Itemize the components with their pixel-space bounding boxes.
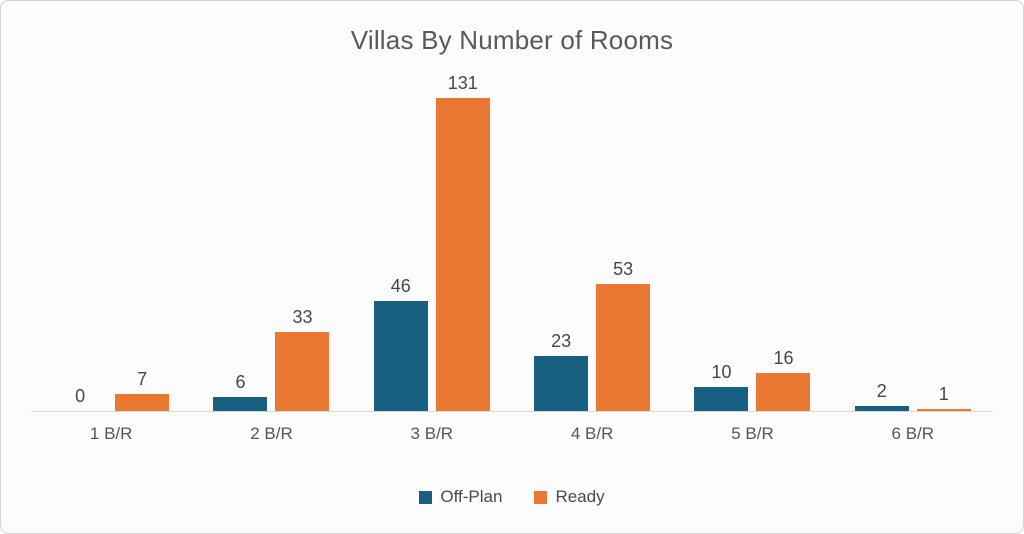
value-label: 7 [137,369,148,389]
value-label: 6 [235,372,246,392]
bar-ready [115,394,170,411]
bar-ready [435,98,490,411]
bar-off-plan [373,301,428,411]
legend-label-off-plan: Off-Plan [440,487,503,506]
category-label: 4 B/R [570,424,614,443]
value-label: 1 [938,384,949,404]
bar-column: 6 [213,372,268,411]
bar-pair: 6 33 [213,307,330,411]
bar-group: 23 53 [534,259,651,411]
category-label: 1 B/R [89,424,133,443]
ready-swatch-icon [534,490,548,504]
bar-off-plan [534,356,589,411]
legend: Off-Plan Ready [1,487,1023,507]
bar-groups: 0 7 6 33 46 131 23 53 10 16 2 1 [31,70,993,411]
bar-off-plan [854,406,909,411]
bar-pair: 23 53 [534,259,651,411]
bar-ready [596,284,651,411]
bar-ready [275,332,330,411]
bar-column: 2 [854,381,909,411]
bar-column: 23 [534,331,589,411]
value-label: 0 [75,386,86,406]
bar-column: 10 [694,362,749,411]
value-label: 10 [711,362,732,382]
category-axis-labels: 1 B/R 2 B/R 3 B/R 4 B/R 5 B/R 6 B/R [31,424,993,444]
bar-group: 46 131 [373,73,490,411]
bar-group: 6 33 [213,307,330,411]
bar-column: 131 [435,73,490,411]
bar-off-plan [213,397,268,411]
value-label: 46 [390,276,411,296]
bar-ready [756,373,811,411]
category-label: 6 B/R [891,424,935,443]
bar-column: 7 [115,369,170,411]
bar-column: 1 [916,384,971,411]
bar-group: 10 16 [694,348,811,411]
bar-column: 0 [53,386,107,411]
category-label: 5 B/R [731,424,774,443]
value-label: 33 [292,307,313,327]
value-label: 2 [876,381,887,401]
bar-pair: 46 131 [373,73,490,411]
bar-column: 16 [756,348,811,411]
bar-pair: 10 16 [694,348,811,411]
bar-column: 46 [373,276,428,411]
bar-column: 53 [596,259,651,411]
plot-area: 0 7 6 33 46 131 23 53 10 16 2 1 [31,70,993,412]
bar-column: 33 [275,307,330,411]
value-label: 23 [551,331,572,351]
legend-item-off-plan: Off-Plan [419,487,502,507]
legend-label-ready: Ready [555,487,605,506]
value-label: 16 [773,348,794,368]
off-plan-swatch-icon [419,490,433,504]
x-axis-line [31,411,993,412]
category-label: 3 B/R [410,424,454,443]
chart-title: Villas By Number of Rooms [350,25,674,55]
category-label: 2 B/R [250,424,293,443]
legend-item-ready: Ready [534,487,605,507]
value-label: 53 [613,259,634,279]
bar-off-plan [694,387,749,411]
value-label: 131 [447,73,478,93]
bar-ready [916,409,971,411]
